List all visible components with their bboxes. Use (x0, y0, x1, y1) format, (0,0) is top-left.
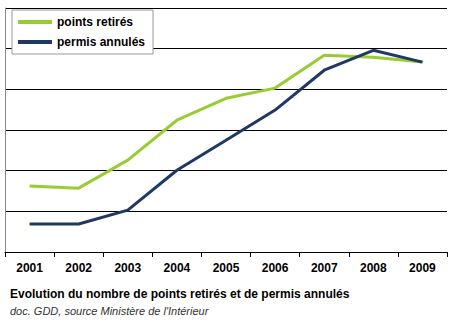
svg-text:permis annulés: permis annulés (57, 35, 145, 49)
svg-text:Evolution du nombre de points: Evolution du nombre de points retirés et… (10, 287, 350, 301)
svg-text:2001: 2001 (16, 261, 43, 275)
svg-text:2006: 2006 (262, 261, 289, 275)
svg-text:2007: 2007 (311, 261, 338, 275)
svg-text:2009: 2009 (409, 261, 436, 275)
svg-text:doc. GDD, source Ministère de: doc. GDD, source Ministère de l'Intérieu… (10, 305, 210, 317)
svg-text:2003: 2003 (114, 261, 141, 275)
svg-text:2004: 2004 (164, 261, 191, 275)
svg-text:2008: 2008 (360, 261, 387, 275)
svg-text:2005: 2005 (213, 261, 240, 275)
svg-text:2002: 2002 (65, 261, 92, 275)
svg-text:points retirés: points retirés (57, 15, 133, 29)
